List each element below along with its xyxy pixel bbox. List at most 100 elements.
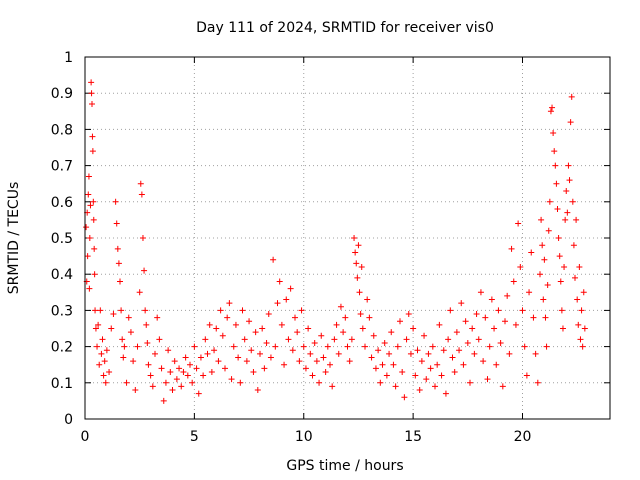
- data-point: [309, 372, 316, 379]
- data-point: [403, 336, 410, 343]
- data-point: [537, 271, 543, 278]
- data-point: [547, 108, 554, 115]
- data-point: [322, 368, 329, 375]
- data-point: [556, 253, 563, 260]
- data-point: [226, 300, 233, 307]
- data-point: [311, 339, 318, 346]
- data-point: [88, 90, 95, 97]
- data-point: [358, 263, 365, 270]
- data-point: [248, 347, 255, 354]
- data-point: [167, 368, 174, 375]
- data-point: [132, 387, 139, 394]
- data-point: [405, 311, 412, 318]
- data-point: [510, 278, 517, 285]
- data-point: [200, 372, 207, 379]
- data-point: [482, 314, 489, 321]
- data-point: [553, 180, 560, 187]
- data-point: [362, 343, 368, 350]
- data-point: [119, 336, 126, 343]
- data-point: [85, 173, 92, 180]
- data-point: [386, 350, 393, 357]
- data-point: [418, 358, 425, 365]
- data-point: [130, 358, 137, 365]
- data-point: [189, 379, 196, 386]
- data-point: [471, 350, 478, 357]
- data-point: [86, 285, 93, 292]
- data-point: [368, 354, 375, 361]
- data-point: [541, 256, 548, 263]
- data-point: [276, 278, 283, 285]
- data-point: [197, 354, 204, 361]
- data-point: [495, 307, 502, 314]
- data-point: [208, 368, 215, 375]
- data-point: [462, 318, 469, 325]
- data-point: [453, 329, 460, 336]
- data-point: [557, 278, 564, 285]
- data-point: [573, 216, 580, 223]
- data-point: [142, 307, 149, 314]
- data-point: [294, 329, 301, 336]
- data-point: [562, 216, 569, 223]
- data-point: [381, 339, 388, 346]
- data-point: [178, 383, 185, 390]
- data-point: [89, 101, 95, 108]
- data-point: [464, 339, 471, 346]
- data-point: [217, 307, 224, 314]
- data-point: [136, 289, 143, 296]
- data-point: [237, 379, 244, 386]
- data-point: [460, 361, 467, 368]
- tick-marks: [84, 56, 610, 420]
- data-point: [502, 318, 508, 325]
- data-point: [270, 256, 277, 263]
- data-point: [246, 318, 253, 325]
- data-point: [85, 191, 92, 198]
- x-tick-label: 20: [514, 429, 532, 445]
- data-point: [542, 314, 549, 321]
- data-point: [84, 253, 91, 260]
- data-point: [252, 329, 259, 336]
- data-point: [342, 314, 349, 321]
- data-point: [118, 307, 125, 314]
- data-point: [184, 372, 191, 379]
- data-point: [261, 365, 268, 372]
- data-point: [88, 79, 95, 86]
- y-tick-label: 0.7: [51, 159, 73, 175]
- y-tick-label: 0.3: [51, 303, 73, 319]
- data-point: [407, 350, 414, 357]
- data-point: [475, 336, 482, 343]
- data-point: [429, 343, 436, 350]
- data-point: [394, 343, 401, 350]
- data-point: [366, 314, 373, 321]
- data-point: [144, 339, 151, 346]
- data-point: [567, 119, 574, 126]
- data-point: [327, 361, 333, 368]
- data-point: [241, 336, 248, 343]
- data-point: [488, 296, 495, 303]
- data-point: [108, 325, 115, 332]
- x-tick-label: 10: [295, 429, 313, 445]
- data-point: [263, 339, 270, 346]
- data-point: [149, 383, 156, 390]
- data-point: [375, 347, 382, 354]
- data-point: [335, 350, 342, 357]
- data-point: [436, 321, 443, 328]
- data-point: [364, 296, 371, 303]
- data-point: [87, 202, 94, 209]
- data-point: [95, 321, 102, 328]
- data-point: [574, 296, 581, 303]
- data-point: [320, 354, 327, 361]
- data-point: [134, 343, 141, 350]
- data-point: [508, 245, 515, 252]
- data-point: [98, 350, 105, 357]
- data-point: [484, 376, 491, 383]
- x-tick-label: 0: [81, 429, 90, 445]
- data-point: [239, 307, 246, 314]
- data-point: [120, 354, 127, 361]
- data-point: [215, 358, 222, 365]
- data-point: [180, 368, 187, 375]
- data-point: [467, 379, 473, 386]
- data-point: [469, 325, 476, 332]
- data-point: [569, 198, 576, 205]
- data-point: [158, 365, 165, 372]
- data-point: [193, 365, 200, 372]
